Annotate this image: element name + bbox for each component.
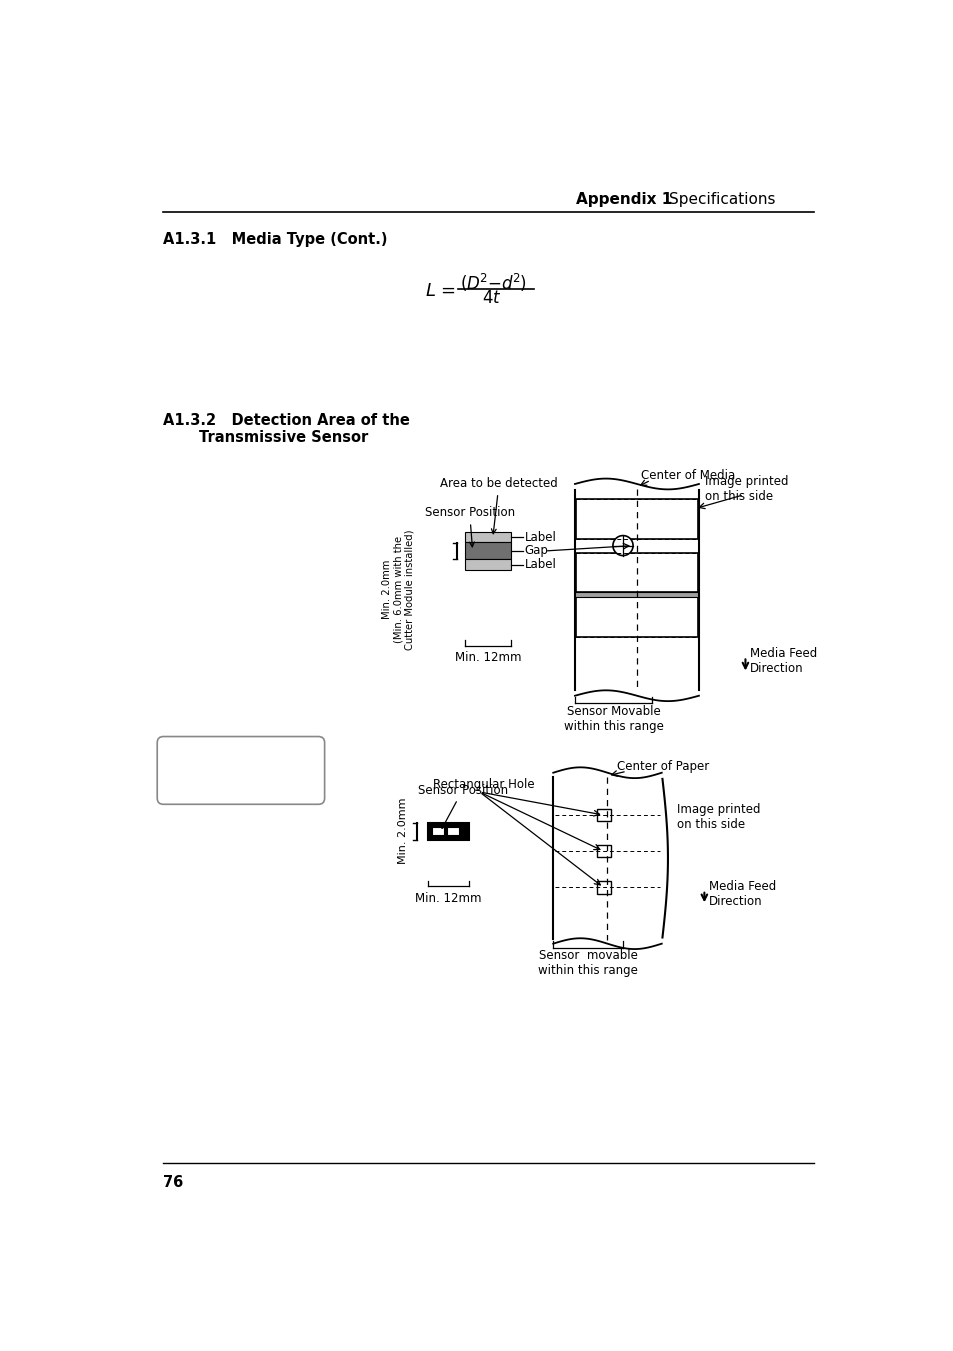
Text: Sensor Movable
within this range: Sensor Movable within this range — [563, 705, 663, 732]
Bar — [575, 553, 698, 592]
Text: Transmissive Sensor: Transmissive Sensor — [199, 430, 368, 444]
Text: Label: Label — [524, 531, 556, 543]
Bar — [464, 559, 511, 570]
Text: $\it{4 t}$: $\it{4 t}$ — [481, 289, 501, 307]
Text: Center of Paper: Center of Paper — [617, 761, 708, 773]
Text: 76: 76 — [163, 1175, 184, 1190]
Text: Specifications: Specifications — [669, 192, 775, 207]
Text: Sensor Position: Sensor Position — [424, 507, 515, 547]
Circle shape — [612, 535, 633, 555]
Text: Label: Label — [524, 558, 556, 571]
Text: $\it{( D }$$^2$$ \it{ - d }$$^2$$\it{  )}$: $\it{( D }$$^2$$ \it{ - d }$$^2$$\it{ )}… — [459, 272, 527, 295]
Bar — [431, 827, 443, 835]
Text: Appendix 1: Appendix 1 — [576, 192, 672, 207]
Text: A1.3.1   Media Type (Cont.): A1.3.1 Media Type (Cont.) — [163, 231, 388, 247]
Bar — [596, 881, 610, 893]
Bar — [447, 827, 459, 835]
Bar — [575, 499, 698, 539]
Text: Image printed
on this side: Image printed on this side — [677, 802, 760, 831]
Text: Media Feed
Direction: Media Feed Direction — [708, 881, 776, 908]
Bar — [428, 823, 468, 840]
FancyBboxPatch shape — [157, 736, 324, 804]
Bar — [596, 846, 610, 858]
Text: Media Feed
Direction: Media Feed Direction — [749, 647, 817, 676]
Text: Sensor Position: Sensor Position — [417, 784, 507, 828]
Bar — [596, 809, 610, 821]
Bar — [464, 543, 511, 559]
Text: Min. 2.0mm: Min. 2.0mm — [397, 798, 408, 865]
Text: Center of Media: Center of Media — [640, 469, 735, 482]
Text: Image printed
on this side: Image printed on this side — [704, 476, 788, 504]
Text: Sensor  movable
within this range: Sensor movable within this range — [537, 948, 638, 977]
Bar — [464, 532, 511, 543]
Text: Area to be detected: Area to be detected — [439, 477, 558, 534]
Bar — [575, 592, 698, 597]
Bar — [575, 597, 698, 638]
Text: Min. 12mm: Min. 12mm — [415, 892, 481, 905]
Text: Min. 2.0mm
(Min. 6.0mm with the
Cutter Module installed): Min. 2.0mm (Min. 6.0mm with the Cutter M… — [381, 530, 415, 650]
Text: Min. 12mm: Min. 12mm — [455, 651, 521, 665]
Text: Rectangular Hole: Rectangular Hole — [433, 778, 534, 790]
Text: $\it{L}$ =: $\it{L}$ = — [425, 282, 456, 300]
Text: Gap: Gap — [524, 544, 548, 558]
Text: A1.3.2   Detection Area of the: A1.3.2 Detection Area of the — [163, 412, 410, 427]
